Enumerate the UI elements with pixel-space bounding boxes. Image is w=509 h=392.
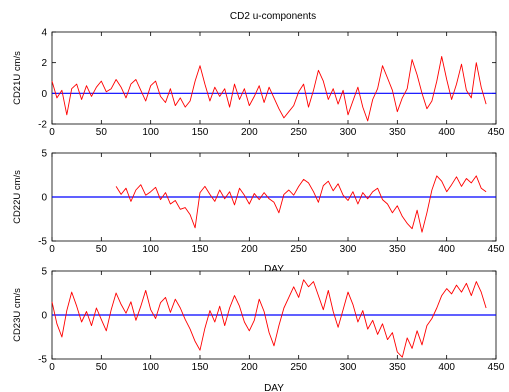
x-tick-label: 450 (488, 127, 505, 138)
x-tick-label: 200 (241, 362, 258, 373)
x-tick-label: 400 (438, 127, 455, 138)
figure-title: CD2 u-components (230, 11, 316, 22)
x-tick-label: 450 (488, 362, 505, 373)
y-tick-label: 2 (41, 58, 47, 69)
x-tick-label: 0 (49, 362, 55, 373)
y-tick-label: 4 (41, 28, 47, 39)
x-tick-label: 400 (438, 244, 455, 255)
x-tick-label: 150 (192, 127, 209, 138)
x-tick-label: 0 (49, 244, 55, 255)
x-tick-label: 250 (290, 362, 307, 373)
series-line-1 (51, 56, 487, 122)
x-tick-label: 200 (241, 127, 258, 138)
x-tick-label: 100 (142, 127, 159, 138)
x-tick-label: 450 (488, 244, 505, 255)
x-tick-label: 150 (192, 362, 209, 373)
y-tick-label: -5 (38, 237, 47, 248)
x-tick-label: 250 (290, 127, 307, 138)
x-tick-label: 300 (340, 244, 357, 255)
x-tick-label: 50 (96, 362, 108, 373)
y-tick-label: -2 (38, 120, 47, 131)
series-line-1 (115, 175, 487, 233)
x-tick-label: 200 (241, 244, 258, 255)
x-axis-label: DAY (264, 264, 284, 275)
x-tick-label: 250 (290, 244, 307, 255)
x-tick-label: 350 (389, 362, 406, 373)
y-tick-label: 0 (41, 89, 47, 100)
y-axis-label: CD21U cm/s (12, 51, 23, 105)
y-tick-label: 0 (41, 311, 47, 322)
x-tick-label: 100 (142, 244, 159, 255)
y-tick-label: 5 (41, 267, 47, 278)
x-tick-label: 0 (49, 127, 55, 138)
y-tick-label: 0 (41, 193, 47, 204)
x-tick-label: 100 (142, 362, 159, 373)
y-axis-label: CD22U cm/s (12, 170, 23, 224)
y-tick-label: 5 (41, 149, 47, 160)
y-tick-label: -5 (38, 355, 47, 366)
x-tick-label: 350 (389, 244, 406, 255)
x-tick-label: 300 (340, 362, 357, 373)
y-axis-label: CD23U cm/s (12, 288, 23, 342)
x-tick-label: 400 (438, 362, 455, 373)
x-tick-label: 150 (192, 244, 209, 255)
axes-box (51, 31, 497, 125)
x-axis-label: DAY (264, 383, 284, 392)
series-line-1 (51, 279, 487, 358)
x-tick-label: 300 (340, 127, 357, 138)
x-tick-label: 50 (96, 244, 108, 255)
x-tick-label: 50 (96, 127, 108, 138)
x-tick-label: 350 (389, 127, 406, 138)
